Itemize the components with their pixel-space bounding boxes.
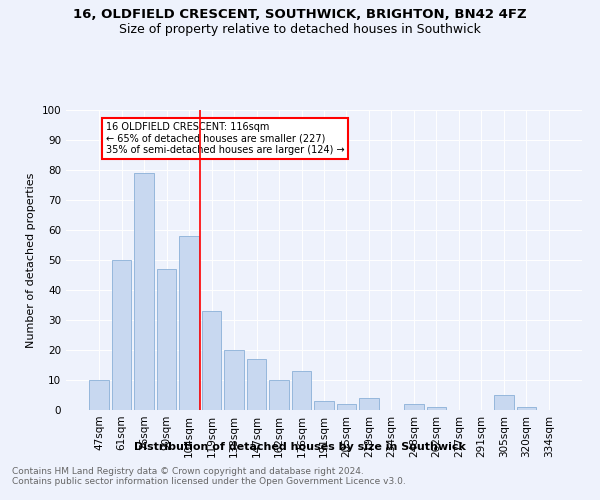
- Text: Contains public sector information licensed under the Open Government Licence v3: Contains public sector information licen…: [12, 477, 406, 486]
- Bar: [179, 236, 199, 410]
- Text: Distribution of detached houses by size in Southwick: Distribution of detached houses by size …: [134, 442, 466, 452]
- Bar: [224, 350, 244, 410]
- Text: 16, OLDFIELD CRESCENT, SOUTHWICK, BRIGHTON, BN42 4FZ: 16, OLDFIELD CRESCENT, SOUTHWICK, BRIGHT…: [73, 8, 527, 20]
- Text: Contains HM Land Registry data © Crown copyright and database right 2024.: Contains HM Land Registry data © Crown c…: [12, 467, 364, 476]
- Bar: [314, 401, 334, 410]
- Bar: [404, 404, 424, 410]
- Bar: [269, 380, 289, 410]
- Bar: [427, 407, 446, 410]
- Text: 16 OLDFIELD CRESCENT: 116sqm
← 65% of detached houses are smaller (227)
35% of s: 16 OLDFIELD CRESCENT: 116sqm ← 65% of de…: [106, 122, 344, 155]
- Bar: [359, 398, 379, 410]
- Text: Size of property relative to detached houses in Southwick: Size of property relative to detached ho…: [119, 22, 481, 36]
- Bar: [337, 404, 356, 410]
- Bar: [202, 311, 221, 410]
- Bar: [247, 359, 266, 410]
- Bar: [494, 395, 514, 410]
- Bar: [157, 269, 176, 410]
- Bar: [292, 371, 311, 410]
- Bar: [89, 380, 109, 410]
- Bar: [112, 260, 131, 410]
- Y-axis label: Number of detached properties: Number of detached properties: [26, 172, 36, 348]
- Bar: [517, 407, 536, 410]
- Bar: [134, 173, 154, 410]
